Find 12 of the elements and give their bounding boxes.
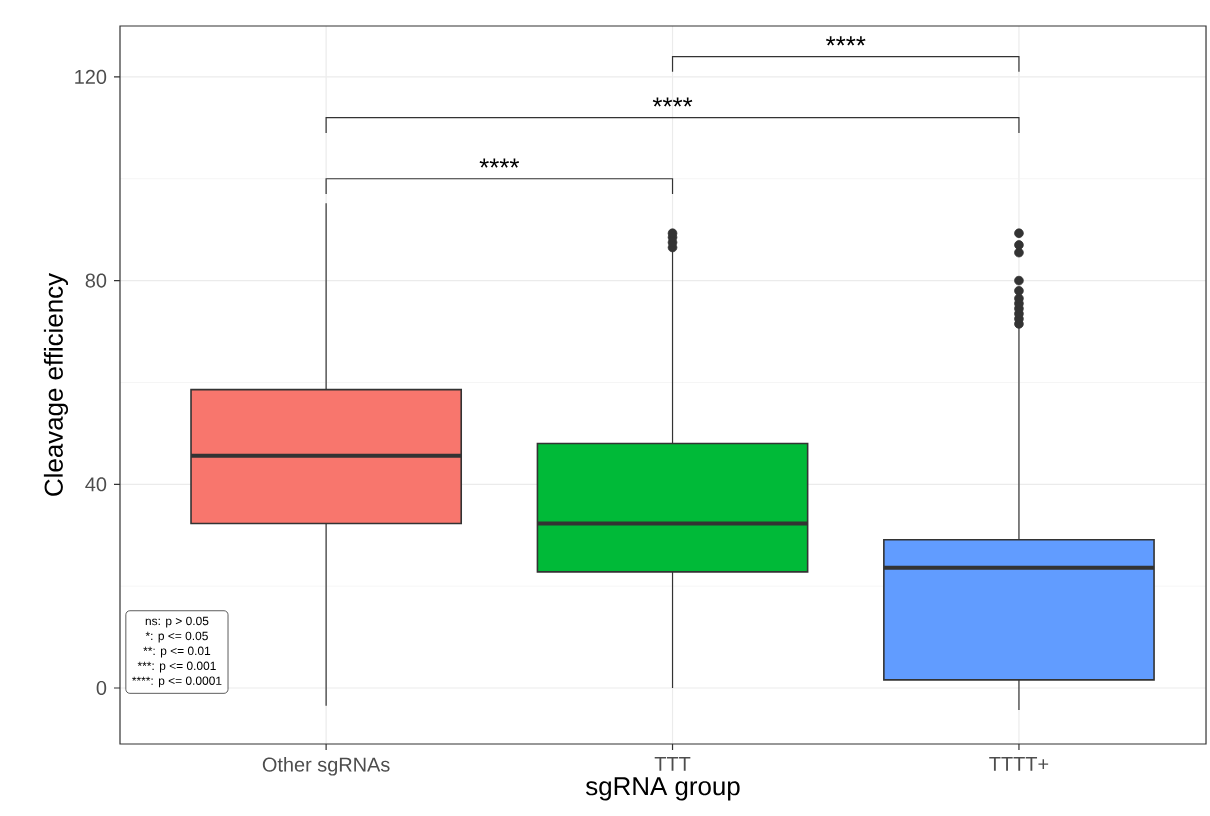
- annotation: ****: [479, 158, 520, 168]
- x-tick-label: TTTT+: [989, 757, 1049, 771]
- x-axis-title: sgRNA group: [585, 777, 740, 801]
- y-tick-label: 120: [75, 69, 107, 84]
- annotation: ****: [652, 97, 693, 107]
- x-tick-label: Other sgRNAs: [262, 757, 390, 776]
- annotation: ****: [825, 36, 866, 46]
- y-tick-label: 0: [96, 680, 107, 696]
- y-axis-title: Cleavage efficiency: [43, 273, 69, 496]
- x-tick-label: TTT: [654, 757, 691, 771]
- y-tick-label: 80: [85, 273, 107, 288]
- y-tick-label: 40: [85, 477, 107, 492]
